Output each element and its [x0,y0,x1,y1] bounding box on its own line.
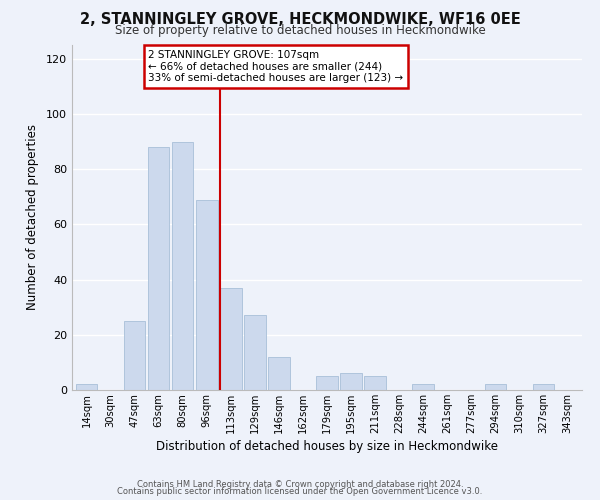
Bar [220,288,242,390]
Bar [76,384,97,390]
Bar [533,384,554,390]
X-axis label: Distribution of detached houses by size in Heckmondwike: Distribution of detached houses by size … [156,440,498,453]
Bar [172,142,193,390]
Bar [196,200,218,390]
Bar [316,376,338,390]
Bar [268,357,290,390]
Text: Contains public sector information licensed under the Open Government Licence v3: Contains public sector information licen… [118,488,482,496]
Bar [244,316,266,390]
Bar [364,376,386,390]
Bar [148,147,169,390]
Bar [412,384,434,390]
Y-axis label: Number of detached properties: Number of detached properties [26,124,39,310]
Text: 2, STANNINGLEY GROVE, HECKMONDWIKE, WF16 0EE: 2, STANNINGLEY GROVE, HECKMONDWIKE, WF16… [80,12,520,28]
Bar [485,384,506,390]
Bar [124,321,145,390]
Text: Contains HM Land Registry data © Crown copyright and database right 2024.: Contains HM Land Registry data © Crown c… [137,480,463,489]
Text: Size of property relative to detached houses in Heckmondwike: Size of property relative to detached ho… [115,24,485,37]
Bar [340,374,362,390]
Text: 2 STANNINGLEY GROVE: 107sqm
← 66% of detached houses are smaller (244)
33% of se: 2 STANNINGLEY GROVE: 107sqm ← 66% of det… [149,50,404,84]
